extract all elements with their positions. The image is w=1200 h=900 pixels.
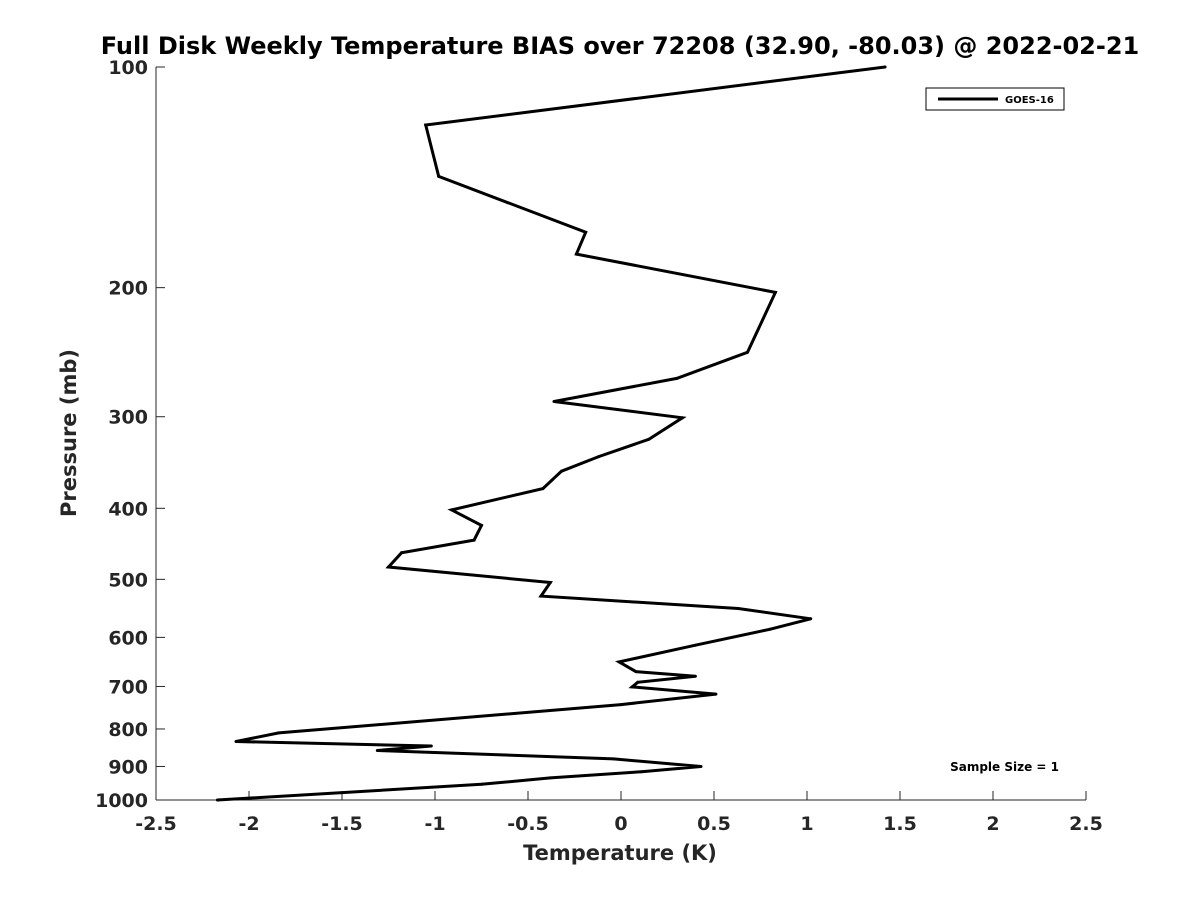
data-point bbox=[636, 680, 640, 684]
y-tick-label: 100 bbox=[108, 57, 148, 79]
x-ticks: -2.5 -2 -1.5 -1 -0.5 0 0.5 1 1.5 2 2.5 bbox=[135, 791, 1103, 835]
data-point bbox=[630, 685, 634, 689]
data-point bbox=[541, 487, 545, 491]
data-point bbox=[714, 692, 718, 696]
data-point bbox=[647, 437, 651, 441]
data-point bbox=[429, 744, 433, 748]
y-tick-label: 900 bbox=[108, 756, 148, 778]
data-point bbox=[746, 350, 749, 354]
x-tick-label: -2.5 bbox=[135, 813, 177, 835]
data-point bbox=[472, 538, 476, 542]
data-point bbox=[277, 731, 281, 735]
data-points bbox=[215, 65, 887, 802]
data-point bbox=[387, 565, 390, 569]
data-point bbox=[450, 508, 454, 512]
y-tick-label: 200 bbox=[108, 278, 148, 300]
y-axis-label: Pressure (mb) bbox=[57, 349, 81, 517]
data-point bbox=[480, 523, 483, 527]
x-tick-label: 0 bbox=[614, 813, 627, 835]
data-point bbox=[699, 765, 703, 768]
data-point bbox=[548, 581, 552, 584]
data-point bbox=[619, 703, 623, 707]
y-tick-label: 700 bbox=[108, 676, 148, 698]
legend: GOES-16 bbox=[925, 87, 1065, 111]
data-point bbox=[768, 627, 772, 631]
data-point bbox=[883, 65, 887, 69]
x-axis-label: Temperature (K) bbox=[523, 841, 717, 865]
data-point bbox=[548, 776, 552, 780]
data-point bbox=[574, 252, 578, 256]
data-point bbox=[234, 740, 238, 743]
x-tick-label: 1.5 bbox=[883, 813, 917, 835]
data-point bbox=[552, 400, 556, 403]
data-point bbox=[809, 617, 813, 621]
data-point bbox=[560, 469, 563, 473]
data-point bbox=[584, 230, 588, 234]
data-point bbox=[773, 290, 777, 294]
x-tick-label: -0.5 bbox=[507, 813, 549, 835]
y-tick-label: 1000 bbox=[95, 790, 148, 812]
y-tick-label: 600 bbox=[108, 627, 148, 649]
data-point bbox=[612, 757, 616, 761]
y-tick-label: 300 bbox=[108, 407, 148, 429]
x-tick-label: 0.5 bbox=[697, 813, 731, 835]
data-point bbox=[215, 798, 219, 802]
x-tick-label: -1 bbox=[424, 813, 445, 835]
data-point bbox=[675, 376, 679, 380]
legend-label-goes-16: GOES-16 bbox=[1005, 95, 1054, 106]
data-point bbox=[634, 670, 638, 674]
series-line-goes-16 bbox=[217, 65, 886, 802]
y-tick-label: 800 bbox=[108, 719, 148, 741]
x-tick-label: 2.5 bbox=[1069, 813, 1103, 835]
y-ticks: 100 200 300 400 500 600 700 800 900 1000 bbox=[95, 57, 165, 812]
x-tick-label: -1.5 bbox=[321, 813, 363, 835]
data-point bbox=[693, 674, 697, 678]
data-point bbox=[680, 416, 684, 420]
data-point bbox=[693, 643, 697, 647]
data-point bbox=[437, 174, 441, 178]
axes bbox=[155, 67, 1086, 801]
y-tick-label: 400 bbox=[108, 498, 148, 520]
x-tick-label: 2 bbox=[986, 813, 999, 835]
data-point bbox=[424, 123, 428, 127]
data-point bbox=[400, 551, 403, 555]
data-point bbox=[375, 749, 379, 752]
x-tick-label: -2 bbox=[238, 813, 259, 835]
data-point bbox=[539, 594, 543, 598]
chart-title: Full Disk Weekly Temperature BIAS over 7… bbox=[101, 32, 1140, 60]
data-point bbox=[597, 455, 601, 459]
data-point bbox=[640, 770, 643, 774]
y-tick-label: 500 bbox=[108, 569, 148, 591]
sample-size-annotation: Sample Size = 1 bbox=[950, 760, 1059, 774]
data-point bbox=[617, 660, 621, 664]
data-point bbox=[736, 607, 740, 610]
data-point bbox=[480, 782, 483, 786]
x-tick-label: 1 bbox=[800, 813, 813, 835]
